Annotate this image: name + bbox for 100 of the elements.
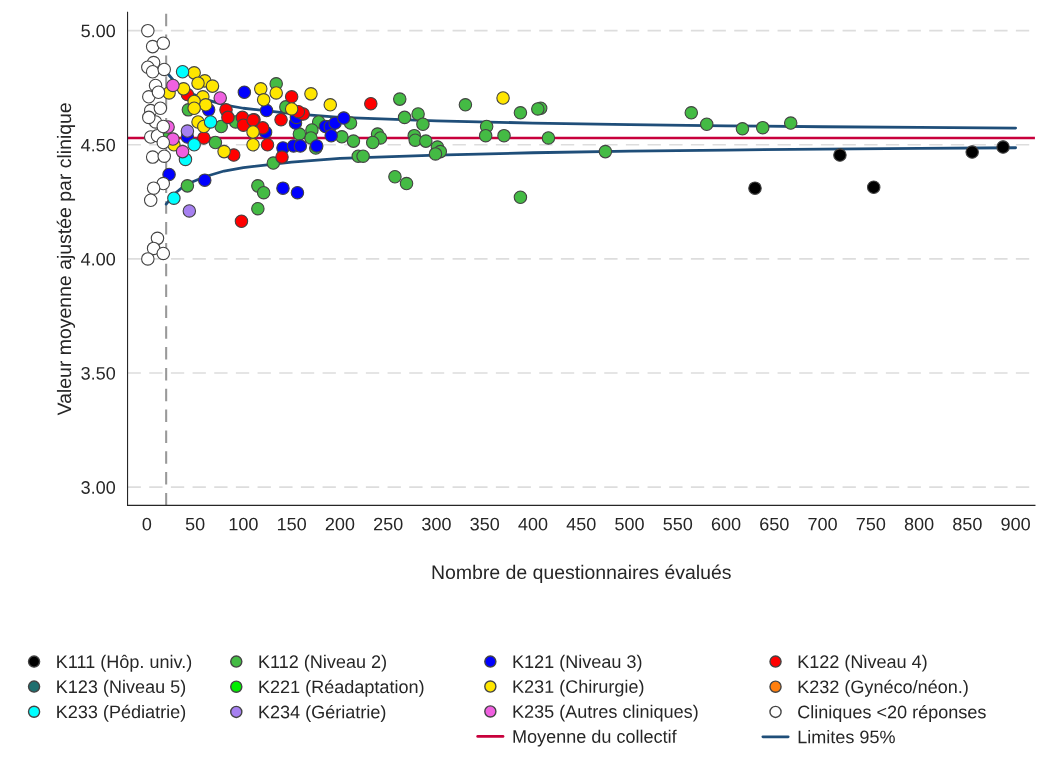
point <box>205 79 220 93</box>
point <box>996 140 1010 154</box>
point <box>416 117 430 131</box>
point <box>157 149 171 163</box>
y-tick-label: 4.50 <box>81 138 116 152</box>
point <box>246 138 260 152</box>
legend-label: K232 (Gynéco/néon.) <box>798 679 968 697</box>
point <box>221 110 235 125</box>
point <box>213 91 227 105</box>
point <box>275 150 289 164</box>
point <box>276 181 290 195</box>
x-tick-label: 500 <box>615 517 644 531</box>
point <box>458 98 473 112</box>
point <box>176 82 191 96</box>
point <box>783 116 798 130</box>
line-series <box>164 146 1018 206</box>
point <box>166 78 180 93</box>
x-tick-label: 200 <box>325 517 355 531</box>
point <box>251 201 265 216</box>
legend-label: Moyenne du collectif <box>513 729 677 747</box>
point <box>290 185 305 200</box>
point <box>175 144 190 159</box>
point <box>156 119 171 134</box>
point <box>191 76 205 90</box>
point <box>833 148 847 162</box>
point <box>399 176 414 191</box>
y-tick-label: 5.00 <box>81 24 116 38</box>
point <box>253 82 268 96</box>
point <box>234 214 249 229</box>
y-tick-label: 3.50 <box>81 366 116 380</box>
point <box>259 103 274 118</box>
point <box>392 92 407 106</box>
point <box>246 125 260 139</box>
point <box>256 185 271 200</box>
y-tick-label: 4.00 <box>81 252 116 266</box>
legend-label: K123 (Niveau 5) <box>57 679 186 697</box>
point <box>167 191 181 205</box>
x-tick-label: 700 <box>808 517 837 531</box>
point <box>208 135 223 150</box>
x-tick-label: 750 <box>856 517 886 531</box>
point <box>356 149 370 163</box>
x-tick-label: 50 <box>185 517 205 531</box>
point <box>256 93 271 107</box>
point <box>304 87 318 101</box>
point <box>182 204 197 218</box>
legend-label: K221 (Réadaptation) <box>259 679 424 697</box>
point <box>866 180 881 194</box>
point <box>180 124 195 138</box>
point <box>156 36 171 50</box>
point <box>153 101 168 116</box>
point <box>598 144 613 159</box>
point <box>156 246 171 261</box>
point <box>142 110 156 125</box>
point <box>323 98 338 112</box>
point <box>411 107 425 121</box>
x-tick-label: 450 <box>566 517 596 531</box>
x-tick-label: 0 <box>142 517 152 531</box>
point <box>496 91 510 105</box>
point <box>513 190 528 205</box>
y-axis-title: Valeur moyenne ajustée par clinique <box>56 103 76 416</box>
point <box>203 115 218 129</box>
legend-label: K233 (Pédiatrie) <box>57 704 186 722</box>
x-tick-label: 550 <box>663 517 693 531</box>
point <box>145 64 160 79</box>
x-tick-label: 300 <box>422 517 451 531</box>
point <box>187 101 201 116</box>
point <box>965 145 979 159</box>
x-tick-label: 850 <box>953 517 982 531</box>
point <box>141 23 155 38</box>
legend-label: K122 (Niveau 4) <box>798 654 927 672</box>
point <box>151 85 166 100</box>
x-tick-label: 350 <box>470 517 500 531</box>
point <box>187 138 201 152</box>
legend-label: Limites 95% <box>798 730 895 744</box>
point <box>748 181 762 195</box>
point <box>274 112 288 127</box>
x-tick-label: 800 <box>904 517 934 531</box>
x-tick-label: 900 <box>1001 517 1030 531</box>
point <box>180 179 195 193</box>
point <box>156 176 171 191</box>
point <box>156 135 171 150</box>
point <box>237 85 252 100</box>
point <box>284 90 299 104</box>
point <box>497 128 511 143</box>
x-tick-label: 150 <box>277 517 307 531</box>
point <box>284 102 299 116</box>
point <box>419 134 433 148</box>
legend-label: K111 (Hôp. univ.) <box>57 654 192 672</box>
point <box>260 138 275 152</box>
point <box>428 147 443 161</box>
point <box>684 106 699 120</box>
x-tick-label: 650 <box>760 517 789 531</box>
point <box>541 131 556 145</box>
legend-label: K121 (Niveau 3) <box>513 654 642 672</box>
legend-label: K235 (Autres cliniques) <box>513 704 698 722</box>
legend-label: K234 (Gériatrie) <box>259 704 386 722</box>
x-tick-label: 400 <box>518 517 548 531</box>
point <box>513 106 528 120</box>
point <box>198 98 213 112</box>
point <box>388 169 402 184</box>
